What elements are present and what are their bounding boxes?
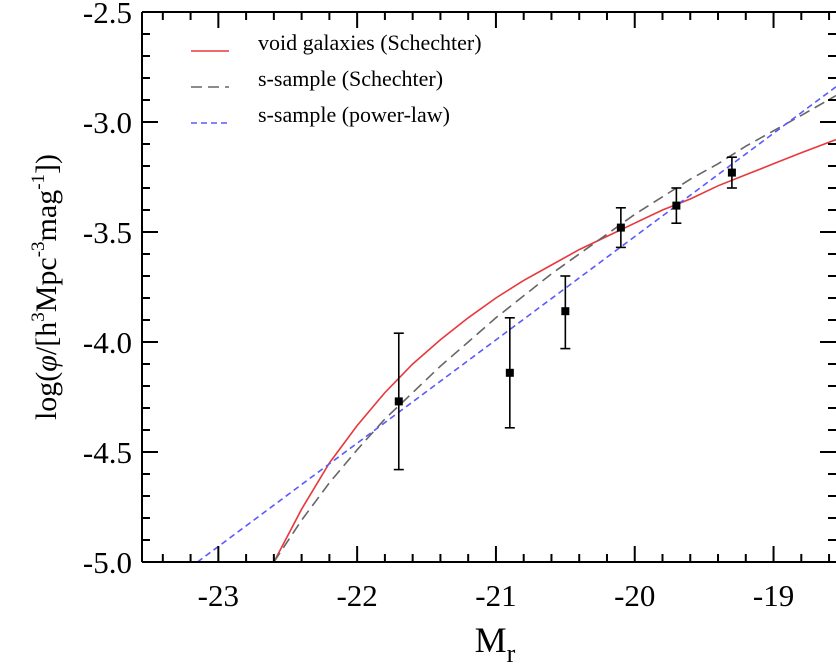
- data-point: [672, 201, 681, 210]
- legend: void galaxies (Schechter) s-sample (Schec…: [191, 30, 482, 127]
- y-title-phi: φ: [30, 355, 63, 372]
- data-point: [727, 168, 736, 177]
- y-tick-label: -5.0: [83, 545, 132, 580]
- y-tick-label: -4.5: [83, 435, 132, 470]
- legend-label-1: s-sample (Schechter): [258, 66, 443, 91]
- x-axis-title-main: M: [475, 620, 507, 660]
- x-axis-title: Mr: [475, 620, 516, 668]
- y-title-post: ]): [30, 154, 63, 174]
- x-tick-label: -20: [614, 578, 655, 613]
- legend-label-0: void galaxies (Schechter): [258, 30, 482, 55]
- plot-frame: [141, 11, 836, 563]
- series-line-2: [197, 86, 836, 562]
- y-tick-label: -3.5: [83, 215, 132, 250]
- data-point: [505, 368, 514, 377]
- y-title-mid2: Mpc: [30, 257, 63, 312]
- x-axis-ticks: -23 -22 -21 -20 -19: [161, 12, 831, 613]
- y-tick-label: -2.5: [83, 0, 132, 30]
- y-tick-label: -4.0: [83, 325, 132, 360]
- data-point: [561, 307, 570, 316]
- x-tick-label: -23: [198, 578, 239, 613]
- y-axis-ticks: -2.5 -3.0 -3.5 -4.0 -4.5 -5.0: [83, 0, 836, 580]
- y-title-pre: log(: [30, 372, 63, 420]
- data-points-layer: [393, 156, 737, 471]
- y-axis-title: log(φ/[h3Mpc-3mag-1]): [28, 154, 63, 420]
- y-title-mid3: mag: [30, 190, 63, 242]
- y-tick-label: -3.0: [83, 105, 132, 140]
- x-tick-label: -22: [336, 578, 377, 613]
- x-tick-label: -21: [475, 578, 516, 613]
- series-line-1: [273, 94, 836, 562]
- series-line-0: [273, 138, 836, 562]
- curves-layer: [197, 86, 836, 562]
- legend-label-2: s-sample (power-law): [258, 102, 450, 127]
- y-title-sup1: 3: [28, 312, 49, 322]
- svg-text:Mr: Mr: [475, 620, 516, 668]
- svg-text:log(φ/[h3Mpc-3mag-1]): log(φ/[h3Mpc-3mag-1]): [28, 154, 63, 420]
- data-point: [616, 223, 625, 232]
- y-title-sup3: -1: [28, 174, 49, 190]
- y-title-mid1: /[h: [30, 322, 63, 355]
- x-axis-title-sub: r: [507, 639, 516, 668]
- x-tick-label: -19: [753, 578, 794, 613]
- data-point: [394, 397, 403, 406]
- y-title-sup2: -3: [28, 241, 49, 257]
